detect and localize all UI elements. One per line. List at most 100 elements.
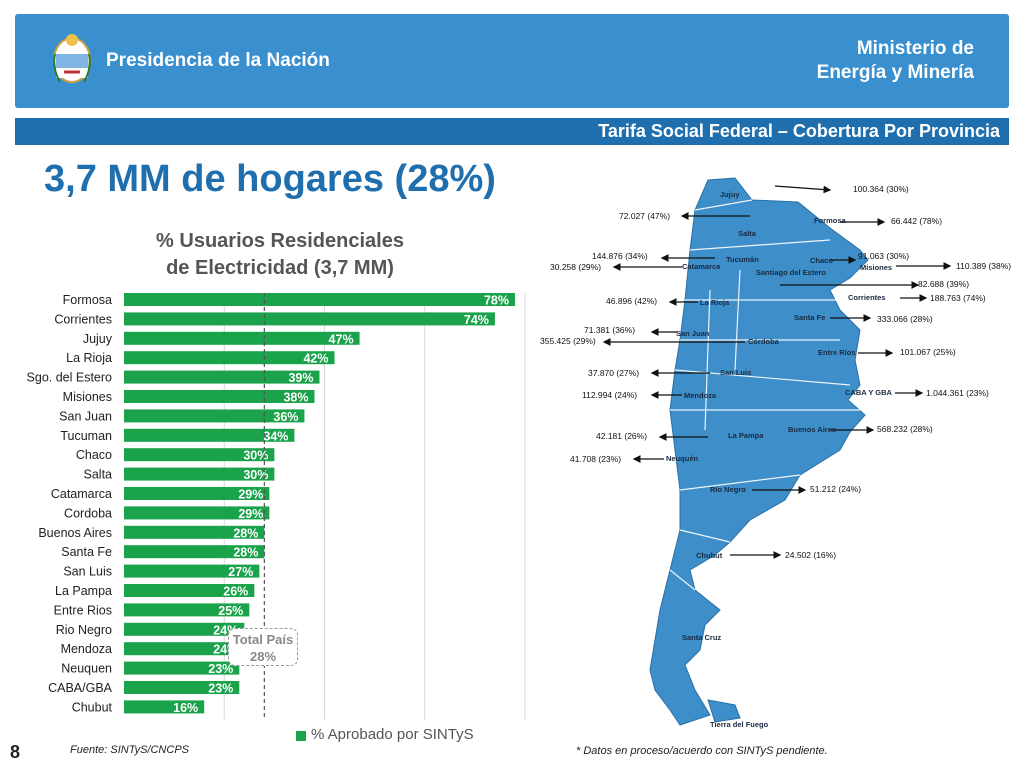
- category-label: CABA/GBA: [48, 681, 113, 695]
- bar-la-pampa: [124, 584, 255, 597]
- annotation-misiones: 110.389 (38%): [956, 261, 1011, 271]
- data-label: 28%: [233, 546, 258, 560]
- category-label: Tucuman: [60, 429, 112, 443]
- category-label: La Rioja: [66, 351, 112, 365]
- province-san-juan: San Juan: [676, 329, 710, 338]
- data-label: 36%: [273, 410, 298, 424]
- province-neuquen: Neuquén: [666, 454, 699, 463]
- annotation-la-rioja: 46.896 (42%): [606, 296, 657, 306]
- legend-swatch: [296, 731, 306, 741]
- data-label: 39%: [288, 371, 313, 385]
- province-san-luis: San Luis: [720, 368, 751, 377]
- bar-misiones: [124, 390, 315, 403]
- bar-la-rioja: [124, 351, 335, 365]
- category-label: Corrientes: [54, 312, 112, 326]
- bar-neuquen: [124, 661, 240, 675]
- category-label: Chaco: [76, 448, 112, 462]
- bar-caba-gba: [124, 681, 240, 694]
- province-cordoba: Córdoba: [748, 337, 780, 346]
- province-jujuy: Jujuy: [720, 190, 740, 199]
- data-label: 42%: [303, 352, 328, 366]
- data-label: 27%: [228, 565, 253, 579]
- bar-chubut: [124, 700, 205, 714]
- page-number: 8: [10, 742, 21, 762]
- province-salta: Salta: [738, 229, 757, 238]
- legend-label: % Aprobado por SINTyS: [311, 726, 474, 743]
- header-banner: [15, 14, 1009, 108]
- data-label: 30%: [243, 449, 268, 463]
- province-buenos-aires: Buenos Aires: [788, 425, 836, 434]
- data-label: 29%: [238, 488, 263, 502]
- coat-of-arms-icon: [53, 34, 91, 83]
- province-santa-cruz: Santa Cruz: [682, 633, 721, 642]
- province-la-pampa: La Pampa: [728, 431, 764, 440]
- province-tierra-del-fuego: Tierra del Fuego: [710, 720, 769, 729]
- footnote: * Datos en proceso/acuerdo con SINTyS pe…: [576, 745, 828, 757]
- bar-corrientes: [124, 312, 495, 326]
- category-label: Salta: [84, 468, 113, 482]
- data-label: 74%: [464, 313, 489, 327]
- annotation-corrientes: 188.763 (74%): [930, 293, 986, 303]
- annotation-chaco: 91.063 (30%): [858, 251, 909, 261]
- annotation-catamarca: 30.258 (29%): [550, 262, 601, 272]
- province-la-rioja: La Rioja: [700, 298, 730, 307]
- annotation-neuquen: 41.708 (23%): [570, 454, 621, 464]
- province-formosa: Formosa: [814, 216, 847, 225]
- annotation-chubut: 24.502 (16%): [785, 550, 836, 560]
- annotation-tucuman: 144.876 (34%): [592, 251, 648, 261]
- tierra-del-fuego-shape: [707, 699, 741, 723]
- data-label: 29%: [238, 507, 263, 521]
- category-label: Rio Negro: [56, 623, 112, 637]
- annotation-san-juan: 71.381 (36%): [584, 325, 635, 335]
- org-name: Presidencia de la Nación: [106, 50, 330, 71]
- bar-santa-fe: [124, 545, 265, 559]
- category-label: Catamarca: [51, 487, 112, 501]
- province-rio-negro: Río Negro: [710, 485, 746, 494]
- category-label: Formosa: [63, 293, 112, 307]
- bar-mendoza: [124, 642, 245, 656]
- data-label: 47%: [329, 332, 354, 346]
- province-caba-gba: CABA Y GBA: [845, 388, 893, 397]
- bar-rio-negro: [124, 622, 245, 636]
- province-chubut: Chubut: [696, 551, 723, 560]
- category-label: San Juan: [59, 409, 112, 423]
- province-entre-rios: Entre Ríos: [818, 348, 856, 357]
- data-label: 26%: [223, 585, 248, 599]
- annotation-la-pampa: 42.181 (26%): [596, 431, 647, 441]
- bar-chart: Formosa 78% Corrientes 74% Jujuy 47% La Rioja 4…: [27, 293, 526, 720]
- category-label: Mendoza: [61, 642, 112, 656]
- data-label: 30%: [243, 468, 268, 482]
- slide-subtitle: Tarifa Social Federal – Cobertura Por Pr…: [598, 121, 1000, 141]
- source-note: Fuente: SINTyS/CNCPS: [70, 744, 189, 756]
- bar-salta: [124, 467, 275, 481]
- province-corrientes: Corrientes: [848, 293, 886, 302]
- subtitle-bar: [15, 118, 1009, 145]
- category-label: La Pampa: [55, 584, 112, 598]
- total-label: Total País: [232, 632, 294, 647]
- bar-san-juan: [124, 409, 305, 423]
- bar-san-luis: [124, 564, 260, 578]
- bar-entre-rios: [124, 603, 250, 617]
- data-label: 25%: [218, 604, 243, 618]
- annotation-formosa: 66.442 (78%): [891, 216, 942, 226]
- annotation-entre-rios: 101.067 (25%): [900, 347, 956, 357]
- bar-cordoba: [124, 506, 270, 520]
- annotation-buenos-aires: 568.232 (28%): [877, 424, 933, 434]
- category-label: Buenos Aires: [38, 526, 112, 540]
- chart-title-line-2: de Electricidad (3,7 MM): [166, 257, 394, 279]
- annotation-mendoza: 112.994 (24%): [582, 390, 637, 400]
- data-label: 34%: [263, 429, 288, 443]
- annotation-salta: 72.027 (47%): [619, 211, 670, 221]
- bar-chaco: [124, 448, 275, 462]
- data-label: 16%: [173, 701, 198, 715]
- annotation-san-luis: 37.870 (27%): [588, 368, 639, 378]
- province-chaco: Chaco: [810, 256, 833, 265]
- province-santiago-del-estero: Santiago del Estero: [756, 268, 826, 277]
- category-label: San Luis: [63, 565, 112, 579]
- category-label: Santa Fe: [61, 545, 112, 559]
- province-tucuman: Tucumán: [726, 255, 759, 264]
- bar-formosa: [124, 293, 515, 306]
- category-label: Chubut: [72, 700, 113, 714]
- data-label: 28%: [233, 526, 258, 540]
- chart-title: % Usuarios Residenciales de Electricidad…: [120, 228, 440, 282]
